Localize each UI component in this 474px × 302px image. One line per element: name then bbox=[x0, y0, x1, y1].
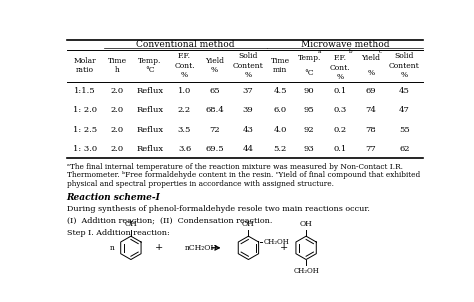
Text: 74: 74 bbox=[365, 106, 376, 114]
Text: Yield: Yield bbox=[361, 54, 380, 62]
Text: b: b bbox=[349, 49, 352, 54]
Text: 1: 3.0: 1: 3.0 bbox=[73, 145, 97, 153]
Text: Microwave method: Microwave method bbox=[301, 40, 389, 49]
Text: c: c bbox=[379, 49, 382, 54]
Text: Reflux: Reflux bbox=[137, 87, 164, 95]
Text: a: a bbox=[318, 49, 321, 54]
Text: Cont.
%: Cont. % bbox=[330, 64, 350, 81]
Text: 39: 39 bbox=[243, 106, 254, 114]
Text: Time
min: Time min bbox=[271, 57, 290, 74]
Text: Reaction scheme-I: Reaction scheme-I bbox=[66, 193, 161, 202]
Text: 77: 77 bbox=[365, 145, 376, 153]
Text: 5.2: 5.2 bbox=[273, 145, 287, 153]
Text: 62: 62 bbox=[399, 145, 410, 153]
Text: 43: 43 bbox=[243, 126, 254, 133]
Text: 68.4: 68.4 bbox=[205, 106, 224, 114]
Text: Reflux: Reflux bbox=[137, 145, 164, 153]
Text: 44: 44 bbox=[243, 145, 254, 153]
Text: 0.3: 0.3 bbox=[334, 106, 347, 114]
Text: 95: 95 bbox=[304, 106, 315, 114]
Text: 1:1.5: 1:1.5 bbox=[74, 87, 96, 95]
Text: 2.2: 2.2 bbox=[178, 106, 191, 114]
Text: 1.0: 1.0 bbox=[178, 87, 191, 95]
Text: 45: 45 bbox=[399, 87, 410, 95]
Text: 55: 55 bbox=[399, 126, 410, 133]
Text: Temp.: Temp. bbox=[298, 54, 321, 62]
Text: ᵃThe final internal temperature of the reaction mixture was measured by Non-Cont: ᵃThe final internal temperature of the r… bbox=[66, 162, 402, 171]
Text: 2.0: 2.0 bbox=[111, 145, 124, 153]
Text: nCH₂OH: nCH₂OH bbox=[185, 244, 218, 252]
Text: n: n bbox=[110, 244, 115, 252]
Text: 69: 69 bbox=[365, 87, 376, 95]
Text: Solid
Content
%: Solid Content % bbox=[389, 53, 419, 79]
Text: 2.0: 2.0 bbox=[111, 87, 124, 95]
Text: Thermometer. ᵇFree formaldehyde content in the resin. ᶜYield of final compound t: Thermometer. ᵇFree formaldehyde content … bbox=[66, 171, 420, 179]
Text: Temp.
°C: Temp. °C bbox=[138, 57, 162, 74]
Text: 3.6: 3.6 bbox=[178, 145, 191, 153]
Text: During synthesis of phenol-formaldehyde resole two main reactions occur.: During synthesis of phenol-formaldehyde … bbox=[66, 205, 369, 213]
Text: 0.1: 0.1 bbox=[334, 145, 347, 153]
Text: 2.0: 2.0 bbox=[111, 126, 124, 133]
Text: 78: 78 bbox=[365, 126, 376, 133]
Text: F.F.: F.F. bbox=[334, 54, 346, 62]
Text: 1: 2.0: 1: 2.0 bbox=[73, 106, 97, 114]
Text: 93: 93 bbox=[304, 145, 315, 153]
Text: +: + bbox=[155, 243, 164, 252]
Text: 3.5: 3.5 bbox=[178, 126, 191, 133]
Text: 4.0: 4.0 bbox=[273, 126, 287, 133]
Text: 6.0: 6.0 bbox=[273, 106, 287, 114]
Text: 2.0: 2.0 bbox=[111, 106, 124, 114]
Text: Time
h: Time h bbox=[108, 57, 127, 74]
Text: 37: 37 bbox=[243, 87, 254, 95]
Text: +: + bbox=[280, 243, 288, 252]
Text: °C: °C bbox=[304, 69, 314, 77]
Text: OH: OH bbox=[125, 220, 137, 228]
Text: Molar
ratio: Molar ratio bbox=[74, 57, 97, 74]
Text: physical and spectral properties in accordance with assigned structure.: physical and spectral properties in acco… bbox=[66, 180, 334, 188]
Text: CH₂OH: CH₂OH bbox=[264, 238, 290, 246]
Text: 72: 72 bbox=[209, 126, 220, 133]
Text: 47: 47 bbox=[399, 106, 410, 114]
Text: Conventional method: Conventional method bbox=[136, 40, 235, 49]
Text: CH₂OH: CH₂OH bbox=[293, 267, 319, 275]
Text: Reflux: Reflux bbox=[137, 126, 164, 133]
Text: OH: OH bbox=[300, 220, 312, 228]
Text: Solid
Content
%: Solid Content % bbox=[233, 53, 264, 79]
Text: 69.5: 69.5 bbox=[205, 145, 224, 153]
Text: 0.1: 0.1 bbox=[334, 87, 347, 95]
Text: 65: 65 bbox=[209, 87, 220, 95]
Text: 4.5: 4.5 bbox=[273, 87, 287, 95]
Text: 0.2: 0.2 bbox=[334, 126, 347, 133]
Text: Reflux: Reflux bbox=[137, 106, 164, 114]
Text: 90: 90 bbox=[304, 87, 314, 95]
Text: (I)  Addition reaction;  (II)  Condensation reaction.: (I) Addition reaction; (II) Condensation… bbox=[66, 217, 272, 225]
Text: F.F.
Cont.
%: F.F. Cont. % bbox=[174, 53, 195, 79]
Text: 1: 2.5: 1: 2.5 bbox=[73, 126, 97, 133]
Text: Step I. Addition reaction:: Step I. Addition reaction: bbox=[66, 229, 169, 237]
Text: OH: OH bbox=[242, 220, 255, 228]
Text: 92: 92 bbox=[304, 126, 314, 133]
Text: %: % bbox=[367, 69, 374, 77]
Text: Yield
%: Yield % bbox=[205, 57, 224, 74]
